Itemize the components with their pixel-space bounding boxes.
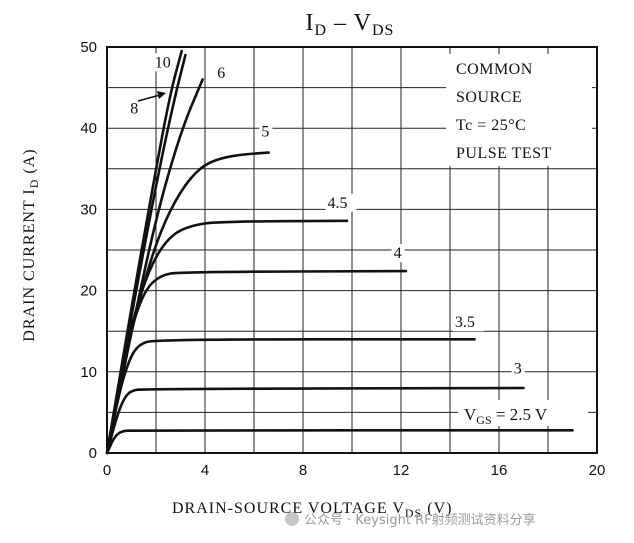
curve-label-bg <box>128 99 142 118</box>
curve-label-6: 6 <box>217 65 225 82</box>
series-line-vgs-8 <box>105 53 187 455</box>
watermark: 公众号 · Keysight RF射频测试资料分享 <box>285 512 536 528</box>
note-line-pulse-test: PULSE TEST <box>456 145 552 162</box>
series-line-vgs-2-5 <box>105 429 574 455</box>
curve-label-bg <box>215 63 229 82</box>
y-tick-label: 40 <box>80 120 97 137</box>
curve-label-3: 3 <box>514 360 522 377</box>
note-line-source: SOURCE <box>456 89 522 106</box>
curve-label-10: 10 <box>155 54 171 71</box>
x-tick-label: 4 <box>201 462 209 479</box>
curve-label-bg <box>452 313 484 332</box>
x-tick-label: 0 <box>103 462 111 479</box>
x-axis-label: DRAIN-SOURCE VOLTAGE VDS (V) <box>172 500 452 520</box>
chart-title: ID – VDS <box>306 10 395 39</box>
series-line-vgs-6 <box>105 78 204 455</box>
y-tick-label: 10 <box>80 364 97 381</box>
curve-label-4-5: 4.5 <box>328 195 348 212</box>
x-tick-label: 20 <box>589 462 606 479</box>
curve-label-4: 4 <box>394 245 402 262</box>
curve-label-bg <box>152 53 175 72</box>
y-tick-label: 30 <box>80 201 97 218</box>
series-line-vgs-3-5 <box>105 338 476 455</box>
grid-lines <box>107 47 597 453</box>
x-tick-label: 8 <box>299 462 307 479</box>
curve-label-3-5: 3.5 <box>455 314 475 331</box>
series-line-vgs-4 <box>105 269 408 455</box>
curve-label-8: 8 <box>130 101 138 118</box>
y-tick-label: 0 <box>89 445 97 462</box>
curve-label-bg <box>259 122 273 141</box>
x-tick-label: 12 <box>393 462 410 479</box>
y-tick-label: 20 <box>80 283 97 300</box>
curve-label-bg <box>511 359 525 378</box>
vgs-label: VGS = 2.5 V <box>458 400 588 427</box>
curve-label-5: 5 <box>261 123 269 140</box>
svg-text:VGS = 2.5 V: VGS = 2.5 V <box>464 405 548 427</box>
curve-label-bg <box>391 244 405 263</box>
label-8-arrow <box>137 91 166 102</box>
y-tick-label: 50 <box>80 39 97 56</box>
curve-labels: 10 8 6 5 4.5 4 3.5 3 <box>128 53 525 378</box>
note-line-temperature: Tc = 25°C <box>456 117 526 134</box>
curve-label-bg <box>325 193 357 212</box>
conditions-note: COMMON SOURCE Tc = 25°C PULSE TEST <box>446 54 592 166</box>
svg-text:公众号 · Keysight RF射频测试资料分享: 公众号 · Keysight RF射频测试资料分享 <box>304 512 536 528</box>
series-line-vgs-10 <box>105 49 183 455</box>
plot-frame <box>106 46 598 454</box>
y-axis-label: DRAIN CURRENT ID (A) <box>21 148 41 341</box>
x-tick-label: 16 <box>491 462 508 479</box>
axis-ticks: 0 4 8 12 16 20 0 10 20 30 40 50 <box>80 39 605 479</box>
note-line-common: COMMON <box>456 61 533 78</box>
series-curves <box>105 49 574 455</box>
